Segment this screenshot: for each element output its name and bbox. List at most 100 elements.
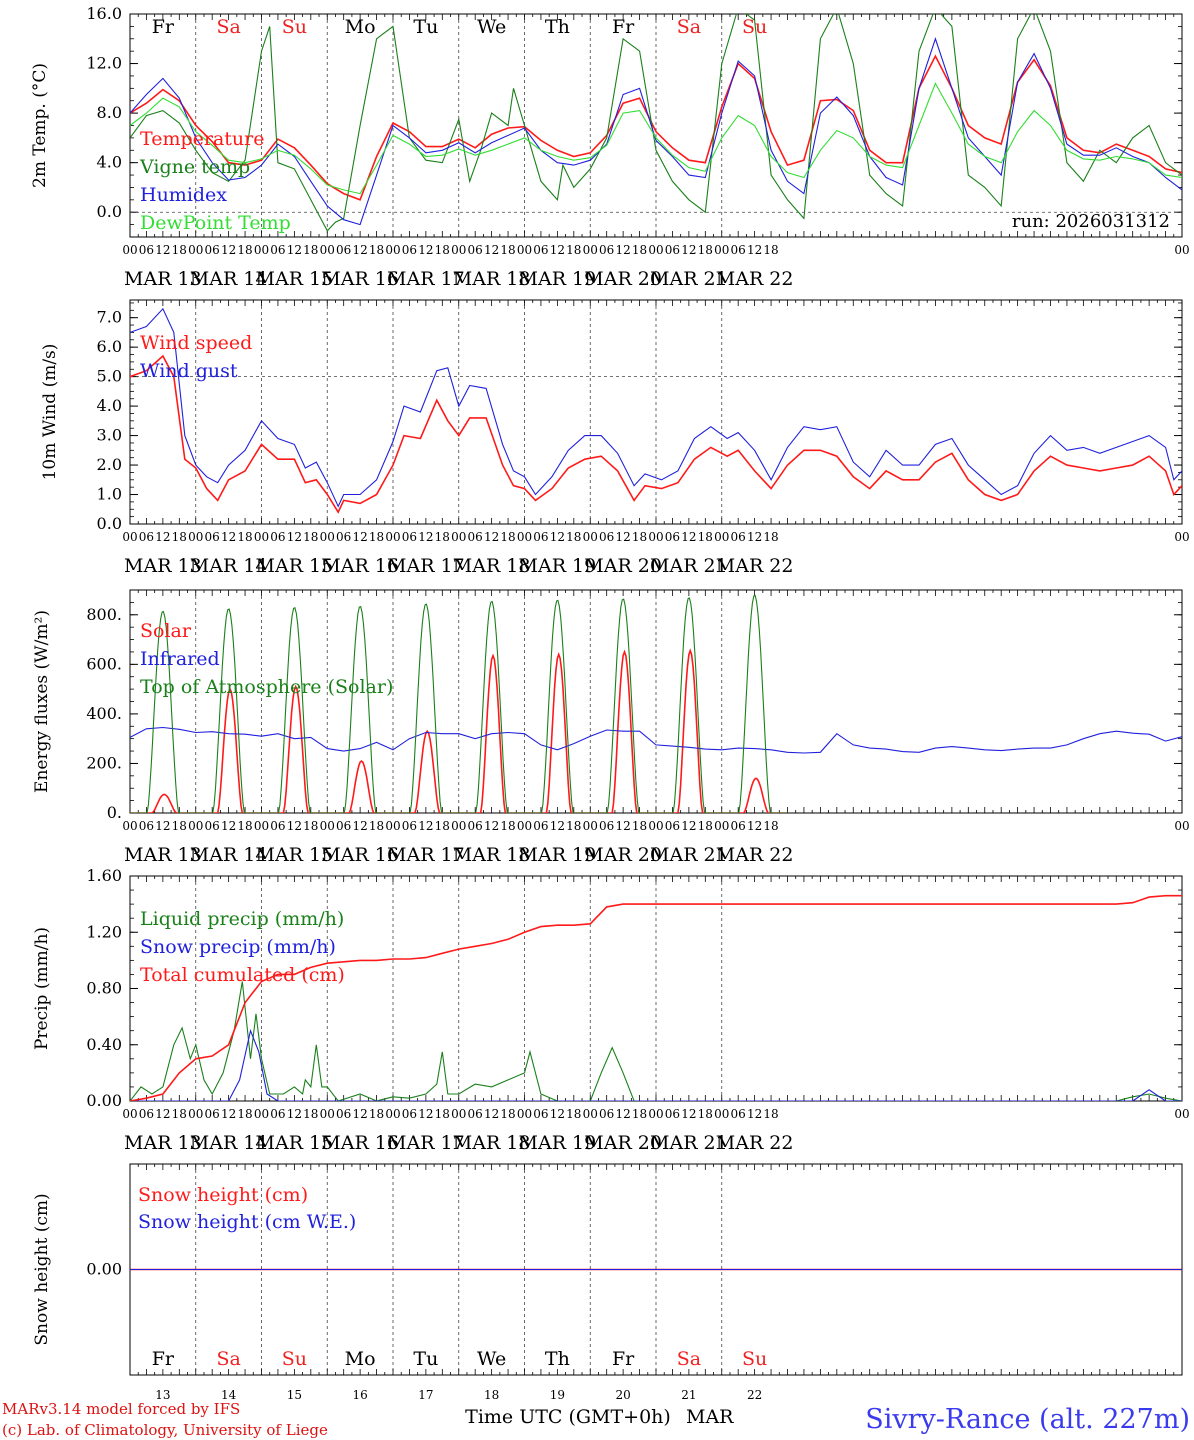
hour-tick-label: 00 — [254, 819, 269, 833]
date-label: MAR 15 — [256, 1132, 334, 1154]
hour-tick-label: 00 — [648, 819, 663, 833]
hour-tick-label: 12 — [155, 243, 170, 257]
y-tick-label: 4.0 — [97, 153, 122, 172]
hour-tick-label: 12 — [418, 530, 433, 544]
hour-tick-label: 00 — [451, 819, 466, 833]
hour-tick-label: 06 — [665, 243, 680, 257]
series-line-humidex — [130, 37, 1182, 226]
credit-line-2: (c) Lab. of Climatology, University of L… — [2, 1421, 328, 1439]
hour-tick-label: 00 — [254, 1107, 269, 1121]
hour-tick-label: 12 — [221, 1107, 236, 1121]
hour-tick-label: 06 — [599, 1107, 614, 1121]
hour-tick-label: 18 — [763, 243, 778, 257]
date-label: MAR 18 — [453, 844, 531, 866]
hour-tick-label: 18 — [763, 1107, 778, 1121]
hour-tick-label: 00 — [385, 1107, 400, 1121]
hour-tick-label: 18 — [435, 1107, 450, 1121]
hour-tick-label: 12 — [352, 243, 367, 257]
hour-tick-label: 06 — [139, 819, 154, 833]
y-tick-label: 0.0 — [97, 202, 122, 221]
y-tick-label: 200. — [86, 753, 122, 772]
date-label: MAR 16 — [321, 268, 399, 290]
hour-tick-label: 00 — [385, 243, 400, 257]
legend-entry: DewPoint Temp — [140, 212, 291, 234]
hour-tick-label: 18 — [435, 243, 450, 257]
hour-tick-label: 06 — [336, 819, 351, 833]
y-axis-label: Precip (mm/h) — [32, 927, 52, 1050]
day-abbr-bottom: Tu — [413, 1348, 438, 1370]
hour-tick-label: 00 — [1174, 819, 1189, 833]
y-tick-label: 6.0 — [97, 337, 122, 356]
hour-tick-label: 12 — [155, 819, 170, 833]
y-tick-label: 12.0 — [86, 54, 122, 73]
hour-tick-label: 18 — [698, 819, 713, 833]
hour-tick-label: 06 — [402, 1107, 417, 1121]
hour-tick-label: 00 — [320, 530, 335, 544]
date-label: MAR 20 — [584, 844, 662, 866]
hour-tick-label: 18 — [435, 819, 450, 833]
hour-tick-label: 18 — [237, 530, 252, 544]
day-number: 15 — [287, 1388, 302, 1402]
date-label: MAR 16 — [321, 844, 399, 866]
date-label: MAR 21 — [650, 1132, 728, 1154]
x-axis-label: Time UTC (GMT+0h) — [465, 1406, 671, 1428]
hour-tick-label: 06 — [731, 1107, 746, 1121]
legend-entry: Wind speed — [140, 332, 252, 354]
x-axis-month: MAR — [686, 1406, 734, 1428]
hour-tick-label: 00 — [451, 1107, 466, 1121]
day-abbr-top: Tu — [413, 16, 438, 38]
hour-tick-label: 06 — [665, 819, 680, 833]
hour-tick-label: 06 — [533, 1107, 548, 1121]
hour-tick-label: 12 — [418, 1107, 433, 1121]
y-tick-label: 2.0 — [97, 455, 122, 474]
hour-tick-label: 00 — [451, 530, 466, 544]
date-label: MAR 20 — [584, 555, 662, 577]
hour-tick-label: 00 — [517, 530, 532, 544]
date-label: MAR 21 — [650, 268, 728, 290]
hour-tick-label: 00 — [583, 819, 598, 833]
y-axis-label: 2m Temp. (°C) — [30, 63, 50, 188]
hour-tick-label: 00 — [188, 819, 203, 833]
hour-tick-label: 06 — [205, 243, 220, 257]
hour-tick-label: 00 — [714, 243, 729, 257]
panel-frame — [129, 589, 1183, 814]
hour-tick-label: 18 — [237, 1107, 252, 1121]
date-label: MAR 13 — [124, 268, 202, 290]
panel-energy: 0. 200. 400. 600. 800. Energy fluxes (W/m²) So… — [32, 589, 1190, 866]
hour-tick-label: 18 — [303, 530, 318, 544]
hour-tick-label: 18 — [237, 243, 252, 257]
hour-tick-label: 06 — [270, 1107, 285, 1121]
hour-tick-label: 18 — [632, 1107, 647, 1121]
day-abbr-top: Sa — [216, 16, 240, 38]
hour-tick-label: 18 — [172, 819, 187, 833]
hour-tick-label: 06 — [468, 819, 483, 833]
series-line-total-cumulated-cm- — [130, 894, 1182, 1101]
hour-tick-label: 18 — [303, 819, 318, 833]
date-label: MAR 15 — [256, 555, 334, 577]
hour-tick-label: 12 — [615, 819, 630, 833]
date-label: MAR 17 — [387, 268, 465, 290]
hour-tick-label: 12 — [287, 819, 302, 833]
hour-tick-label: 18 — [303, 1107, 318, 1121]
hour-tick-label: 00 — [451, 243, 466, 257]
hour-tick-label: 06 — [599, 530, 614, 544]
legend-entry: Vigne temp — [139, 156, 250, 178]
hour-tick-label: 18 — [172, 530, 187, 544]
hour-tick-label: 00 — [1174, 530, 1189, 544]
hour-tick-label: 06 — [402, 243, 417, 257]
hour-tick-label: 00 — [320, 1107, 335, 1121]
hour-tick-label: 18 — [172, 1107, 187, 1121]
legend-entry: Snow height (cm W.E.) — [138, 1211, 356, 1233]
run-label: run: 2026031312 — [1012, 211, 1170, 232]
hour-tick-label: 18 — [237, 819, 252, 833]
y-axis-label: 10m Wind (m/s) — [40, 344, 60, 481]
hour-tick-label: 18 — [632, 530, 647, 544]
day-abbr-bottom: We — [477, 1348, 506, 1370]
hour-tick-label: 06 — [139, 530, 154, 544]
day-abbr-bottom: Su — [282, 1348, 307, 1370]
hour-tick-label: 18 — [435, 530, 450, 544]
y-tick-label: 0. — [107, 803, 122, 822]
station-name: Sivry-Rance (alt. 227m) — [865, 1404, 1190, 1435]
hour-tick-label: 06 — [665, 1107, 680, 1121]
hour-tick-label: 00 — [1174, 243, 1189, 257]
